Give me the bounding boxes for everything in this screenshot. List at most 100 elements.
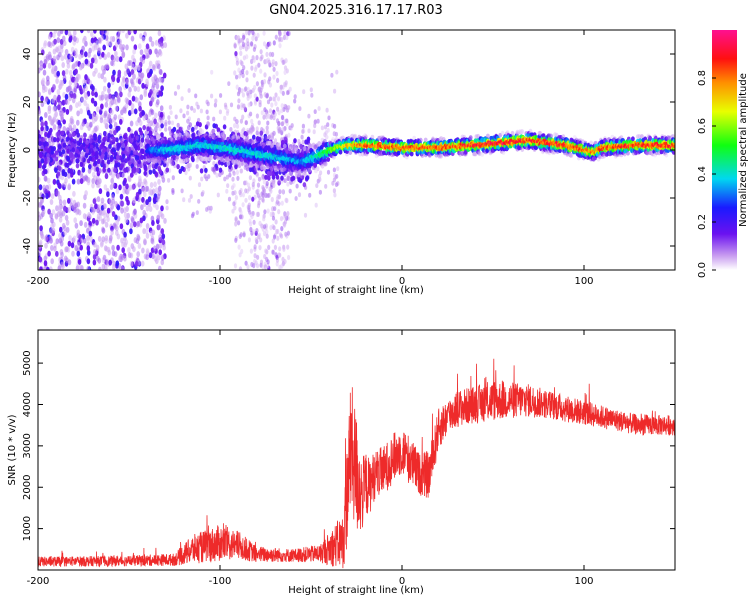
spectrogram-cell	[225, 174, 229, 180]
spectrogram-cell	[61, 62, 65, 68]
spectrogram-cell	[76, 132, 80, 138]
spectrogram-cell	[314, 168, 318, 174]
spectrogram-cell	[186, 110, 190, 116]
spectrogram-cell	[274, 34, 278, 40]
spectrogram-cell	[100, 197, 105, 204]
spectrogram-cell	[116, 149, 121, 156]
spectrogram-cell	[232, 171, 236, 176]
spectrogram-cell	[298, 106, 302, 111]
spectrogram-cell	[262, 179, 266, 185]
spectrogram-cell	[111, 147, 115, 153]
spectrogram-cell	[62, 119, 66, 125]
spectrogram-cell	[239, 45, 243, 51]
spectrogram-cell	[273, 206, 277, 212]
spectrogram-cell	[84, 74, 88, 81]
spectrogram-cell	[79, 63, 84, 70]
spectrogram-cell	[97, 235, 102, 242]
spectrogram-cell	[281, 189, 285, 195]
spectrogram-cell	[284, 58, 288, 64]
spectrogram-cell	[46, 157, 51, 163]
spectrogram-cell	[234, 163, 238, 170]
spectrogram-cell	[158, 50, 163, 57]
spectrogram-cell	[210, 93, 214, 99]
spectrogram-cell	[251, 35, 255, 42]
spectrogram-cell	[149, 100, 153, 107]
spectrogram-cell	[74, 52, 78, 59]
spectrogram-cell	[66, 148, 70, 154]
spectrogram-cell	[396, 150, 401, 156]
spectrogram-cell	[73, 35, 77, 42]
spectrogram-cell	[72, 190, 76, 197]
spectrogram-cell	[265, 51, 269, 58]
spectrogram-cell	[39, 62, 44, 69]
spectrogram-cell	[267, 175, 271, 181]
spectrogram-cell	[144, 113, 149, 120]
spectrogram-cell	[63, 53, 68, 60]
spectrogram-cell	[84, 58, 89, 65]
spectrogram-cell	[102, 147, 106, 153]
spectrogram-cell	[93, 175, 97, 182]
spectrogram-cell	[103, 53, 108, 60]
spectrogram-cell	[44, 146, 48, 152]
spectrogram-cell	[279, 233, 284, 239]
spectrogram-cell	[59, 47, 64, 54]
spectrogram-cell	[276, 235, 280, 241]
spectrogram-cell	[234, 195, 238, 201]
spectrogram-cell	[231, 208, 235, 214]
spectrogram-cell	[50, 217, 54, 224]
spectrogram-cell	[288, 171, 293, 177]
spectrogram-cell	[213, 102, 217, 108]
spectrogram-cell	[261, 190, 265, 196]
spectrogram-cell	[75, 102, 79, 109]
spectrogram-cell	[67, 172, 71, 179]
spectrogram-cell	[282, 34, 287, 41]
spectrogram-cell	[125, 183, 129, 190]
spectrogram-cell	[130, 150, 134, 156]
spectrogram-cell	[148, 169, 153, 175]
spectrogram-cell	[244, 188, 248, 194]
spectrogram-cell	[284, 82, 288, 88]
spectrogram-cell	[141, 186, 146, 193]
spectrogram-cell	[44, 112, 48, 118]
spectrogram-cell	[235, 123, 240, 129]
spectrogram-cell	[263, 209, 267, 215]
spectrogram-cell	[40, 158, 45, 164]
spectrogram-cell	[157, 254, 161, 261]
spectrogram-cell	[100, 65, 105, 72]
spectrogram-cell	[170, 160, 174, 167]
spectrogram-cell	[119, 223, 124, 230]
spectrogram-cell	[316, 118, 320, 124]
spectrogram-cell	[50, 223, 54, 230]
spectrogram-cell	[101, 227, 106, 234]
spectrogram-cell	[262, 216, 266, 222]
spectrogram-cell	[237, 244, 241, 250]
spectrogram-cell	[58, 183, 62, 190]
spectrogram-cell	[245, 70, 249, 76]
spectrogram-cell	[253, 66, 258, 72]
spectrogram-cell	[145, 43, 150, 50]
spectrogram-cell	[289, 144, 294, 150]
spectrogram-cell	[111, 194, 115, 200]
spectrogram-cell	[113, 167, 117, 173]
spectrogram-cell	[55, 189, 59, 196]
spectrogram-cell	[114, 105, 119, 112]
spectrogram-cell	[61, 222, 66, 229]
spectrogram-cell	[92, 70, 96, 77]
spectrogram-cell	[239, 209, 243, 216]
spectrogram-cell	[276, 228, 280, 235]
spectrogram-cell	[125, 44, 129, 51]
spectrogram-cell	[94, 125, 98, 132]
spectrogram-cell	[76, 250, 81, 257]
spectrogram-cell	[133, 221, 137, 228]
spectrogram-cell	[277, 121, 281, 126]
spectrogram-cell	[121, 51, 125, 58]
spectrogram-cell	[69, 153, 73, 159]
spectrogram-cell	[142, 125, 146, 131]
spectrogram-cell	[116, 204, 121, 211]
spectrogram-cell	[165, 199, 169, 205]
spectrogram-cell	[204, 167, 208, 173]
spectrogram-cell	[87, 225, 92, 231]
spectrogram-cell	[204, 152, 209, 158]
spectrogram-cell	[53, 38, 57, 45]
spectrogram-cell	[263, 72, 267, 78]
